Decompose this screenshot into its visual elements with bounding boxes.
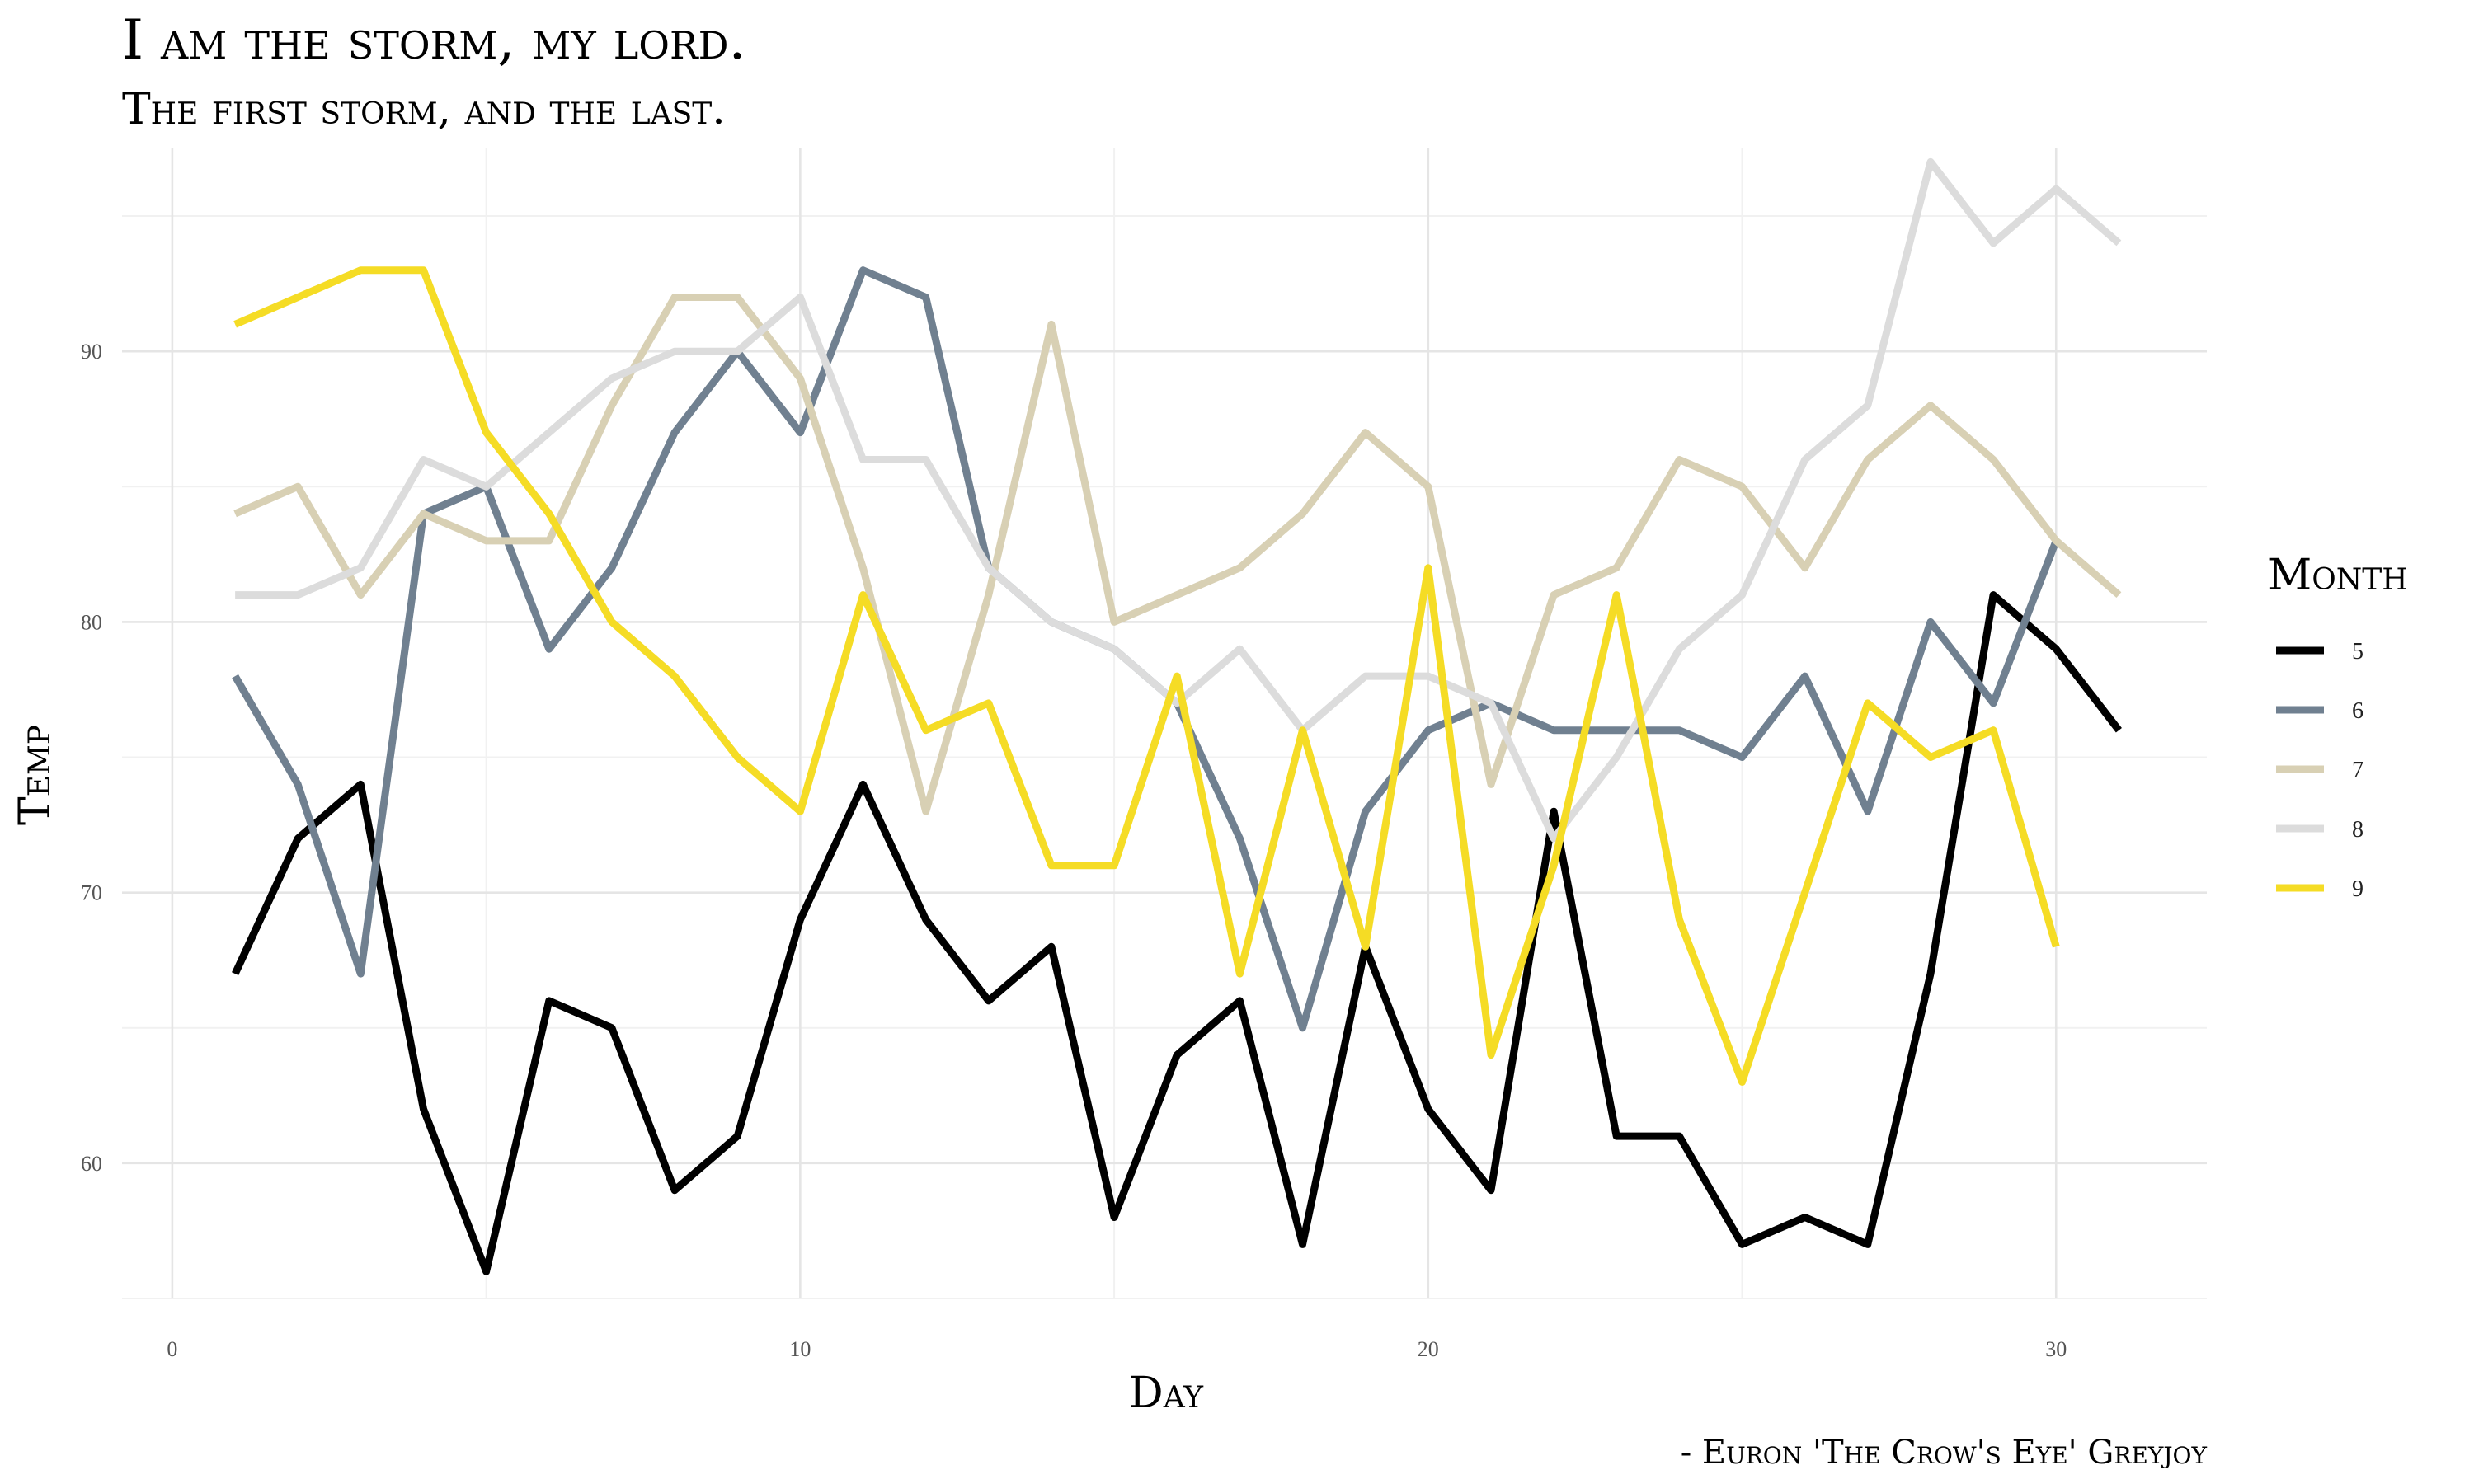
major-gridlines <box>122 148 2207 1298</box>
legend-label-month-6: 6 <box>2352 698 2363 724</box>
y-axis-ticks: 60 70 80 90 <box>81 340 102 1176</box>
minor-gridlines <box>122 148 2207 1299</box>
legend-items: 5 6 7 8 9 <box>2276 639 2363 902</box>
series-line-month-5 <box>232 591 2122 1275</box>
x-axis-title: Day <box>1129 1369 1204 1418</box>
x-tick-label: 0 <box>167 1337 177 1361</box>
chart-subtitle: The first storm, and the last. <box>122 85 726 134</box>
chart-caption: - Euron 'The Crow's Eye' Greyjoy <box>1681 1434 2208 1472</box>
y-tick-label: 80 <box>81 610 102 634</box>
legend-label-month-9: 9 <box>2352 876 2363 902</box>
series-lines <box>232 157 2122 1275</box>
chart-title: I am the storm, my lord. <box>122 8 746 72</box>
x-tick-label: 20 <box>1418 1337 1439 1361</box>
y-tick-label: 70 <box>81 881 102 905</box>
y-tick-label: 90 <box>81 340 102 364</box>
legend-title: Month <box>2268 551 2408 600</box>
series-line-month-8 <box>235 157 2122 843</box>
legend-label-month-8: 8 <box>2352 817 2363 843</box>
x-tick-label: 30 <box>2045 1337 2067 1361</box>
legend-label-month-7: 7 <box>2352 758 2363 783</box>
series-line-month-9 <box>233 266 2060 1086</box>
series-line-month-7 <box>233 294 2122 815</box>
series-line-month-6 <box>232 266 2060 1032</box>
legend: Month 5 6 7 8 9 <box>2268 551 2408 902</box>
y-tick-label: 60 <box>81 1152 102 1176</box>
x-tick-label: 10 <box>789 1337 811 1361</box>
legend-label-month-5: 5 <box>2352 639 2363 665</box>
x-axis-ticks: 0 10 20 30 <box>167 1337 2067 1361</box>
y-axis-title: Temp <box>11 725 60 825</box>
